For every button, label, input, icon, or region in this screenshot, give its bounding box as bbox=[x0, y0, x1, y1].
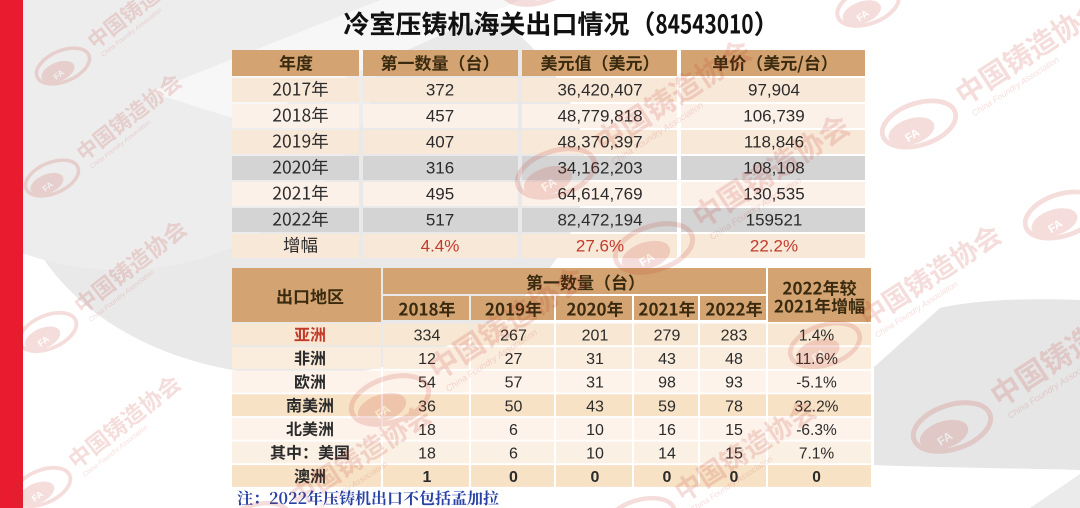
svg-text:50: 50 bbox=[505, 398, 523, 415]
svg-text:0: 0 bbox=[663, 469, 672, 486]
svg-text:14: 14 bbox=[658, 446, 676, 463]
svg-text:31: 31 bbox=[586, 375, 604, 392]
svg-text:0: 0 bbox=[591, 469, 600, 486]
svg-text:93: 93 bbox=[725, 375, 743, 392]
svg-text:372: 372 bbox=[426, 81, 454, 100]
svg-text:407: 407 bbox=[426, 133, 454, 152]
svg-text:10: 10 bbox=[586, 446, 604, 463]
svg-text:159521: 159521 bbox=[746, 211, 803, 230]
svg-text:11.6%: 11.6% bbox=[795, 351, 838, 368]
svg-text:118,846: 118,846 bbox=[744, 133, 804, 152]
svg-text:0: 0 bbox=[812, 469, 821, 486]
svg-text:18: 18 bbox=[418, 446, 436, 463]
svg-text:457: 457 bbox=[426, 107, 454, 126]
svg-text:1: 1 bbox=[423, 469, 432, 486]
svg-text:6: 6 bbox=[509, 446, 518, 463]
svg-text:82,472,194: 82,472,194 bbox=[557, 211, 642, 230]
svg-text:78: 78 bbox=[725, 398, 743, 415]
svg-text:1.4%: 1.4% bbox=[799, 328, 835, 345]
svg-text:279: 279 bbox=[654, 328, 681, 345]
svg-text:7.1%: 7.1% bbox=[799, 446, 835, 463]
svg-text:43: 43 bbox=[658, 351, 676, 368]
svg-text:4.4%: 4.4% bbox=[421, 237, 460, 256]
svg-text:316: 316 bbox=[426, 159, 454, 178]
svg-text:34,162,203: 34,162,203 bbox=[557, 159, 642, 178]
svg-text:517: 517 bbox=[426, 211, 454, 230]
svg-text:106,739: 106,739 bbox=[743, 107, 804, 126]
svg-text:27.6%: 27.6% bbox=[576, 237, 624, 256]
svg-text:54: 54 bbox=[418, 375, 436, 392]
svg-text:283: 283 bbox=[721, 328, 748, 345]
svg-text:36,420,407: 36,420,407 bbox=[557, 81, 642, 100]
svg-text:10: 10 bbox=[586, 422, 604, 439]
svg-text:6: 6 bbox=[509, 422, 518, 439]
svg-text:32.2%: 32.2% bbox=[795, 398, 839, 415]
svg-text:98: 98 bbox=[658, 375, 676, 392]
svg-text:0: 0 bbox=[509, 469, 518, 486]
svg-text:59: 59 bbox=[658, 398, 676, 415]
svg-text:43: 43 bbox=[586, 398, 604, 415]
svg-text:334: 334 bbox=[414, 328, 441, 345]
svg-text:495: 495 bbox=[426, 185, 454, 204]
svg-text:22.2%: 22.2% bbox=[750, 237, 798, 256]
svg-text:0: 0 bbox=[730, 469, 739, 486]
svg-text:64,614,769: 64,614,769 bbox=[557, 185, 642, 204]
svg-text:57: 57 bbox=[505, 375, 523, 392]
svg-text:15: 15 bbox=[725, 422, 743, 439]
svg-text:27: 27 bbox=[505, 351, 523, 368]
svg-text:16: 16 bbox=[658, 422, 676, 439]
svg-text:97,904: 97,904 bbox=[748, 81, 800, 100]
svg-text:48: 48 bbox=[725, 351, 743, 368]
svg-text:-6.3%: -6.3% bbox=[796, 422, 837, 439]
svg-text:31: 31 bbox=[586, 351, 604, 368]
svg-text:-5.1%: -5.1% bbox=[796, 375, 837, 392]
svg-text:201: 201 bbox=[582, 328, 609, 345]
